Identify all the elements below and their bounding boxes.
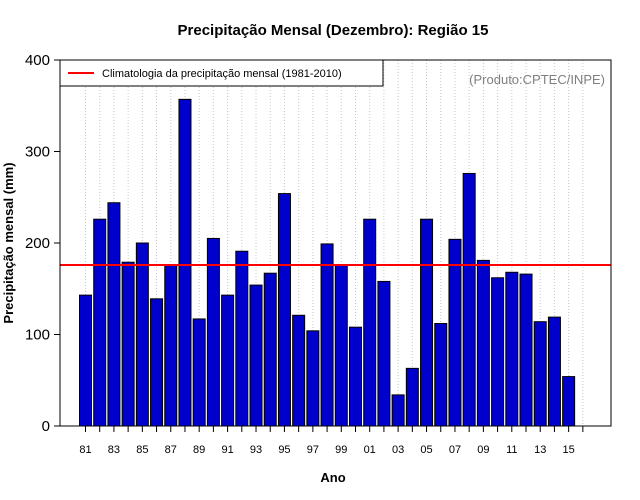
bar-85 <box>135 242 149 427</box>
x-tick-label: 81 <box>79 444 91 456</box>
y-tick-label: 300 <box>25 144 50 161</box>
x-tick-label: 89 <box>193 444 205 456</box>
bar-12 <box>519 273 533 427</box>
bar-81 <box>79 294 92 427</box>
bar-13 <box>533 321 547 427</box>
bar-94 <box>263 272 277 427</box>
x-axis: 81 83 85 87 89 91 93 95 97 99 01 03 05 07 09 11 13 15 <box>79 426 584 456</box>
bar-89 <box>192 318 206 427</box>
x-tick-label: 09 <box>477 444 489 456</box>
bar-99 <box>334 264 348 427</box>
x-tick-label: 03 <box>392 444 404 456</box>
x-tick-label: 97 <box>307 444 319 456</box>
x-tick-label: 83 <box>108 444 120 456</box>
bar-05 <box>420 218 434 427</box>
x-tick-label: 95 <box>278 444 290 456</box>
y-axis-label: Precipitação mensal (mm) <box>1 162 16 323</box>
x-tick-label: 15 <box>563 444 575 456</box>
x-tick-label: 13 <box>534 444 546 456</box>
bar-07 <box>448 238 462 427</box>
y-tick-label: 200 <box>25 235 50 252</box>
y-axis: 0 100 200 300 400 <box>25 52 60 435</box>
bar-08 <box>462 172 476 427</box>
x-tick-label: 91 <box>221 444 233 456</box>
bar-10 <box>491 277 505 427</box>
bar-11 <box>505 271 519 427</box>
x-tick-label: 85 <box>136 444 148 456</box>
x-tick-label: 05 <box>420 444 432 456</box>
bar-91 <box>221 294 235 427</box>
bar-87 <box>164 264 178 427</box>
x-tick-label: 87 <box>165 444 177 456</box>
bar-88 <box>178 98 192 427</box>
bar-06 <box>434 323 448 427</box>
bars <box>79 98 576 427</box>
bar-82 <box>93 218 107 427</box>
bar-15 <box>562 376 576 427</box>
bar-09 <box>476 259 490 427</box>
bar-96 <box>292 314 306 427</box>
y-tick-label: 0 <box>42 418 50 435</box>
bar-04 <box>405 367 419 427</box>
x-tick-label: 11 <box>506 444 517 456</box>
bar-01 <box>363 218 377 427</box>
bar-02 <box>377 280 391 427</box>
legend: Climatologia da precipitação mensal (198… <box>59 59 384 87</box>
bar-84 <box>121 261 135 427</box>
bar-92 <box>235 250 249 427</box>
bar-86 <box>150 298 164 427</box>
y-tick-label: 400 <box>25 52 50 69</box>
bar-00 <box>348 326 362 427</box>
x-axis-label: Ano <box>320 470 345 485</box>
bar-03 <box>391 394 405 427</box>
bar-97 <box>306 330 320 427</box>
legend-box <box>59 59 384 87</box>
x-tick-label: 07 <box>449 444 461 456</box>
x-tick-label: 93 <box>250 444 262 456</box>
chart-title: Precipitação Mensal (Dezembro): Região 1… <box>178 22 489 39</box>
x-tick-label: 99 <box>335 444 347 456</box>
bar-95 <box>277 193 291 427</box>
legend-label: Climatologia da precipitação mensal (198… <box>102 68 342 80</box>
bar-83 <box>107 202 121 427</box>
x-tick-label: 01 <box>364 444 376 456</box>
source-label: (Produto:CPTEC/INPE) <box>469 72 605 87</box>
bar-98 <box>320 243 334 427</box>
y-tick-label: 100 <box>25 327 50 344</box>
bar-14 <box>547 316 561 427</box>
bar-90 <box>206 237 220 427</box>
bar-93 <box>249 284 263 427</box>
